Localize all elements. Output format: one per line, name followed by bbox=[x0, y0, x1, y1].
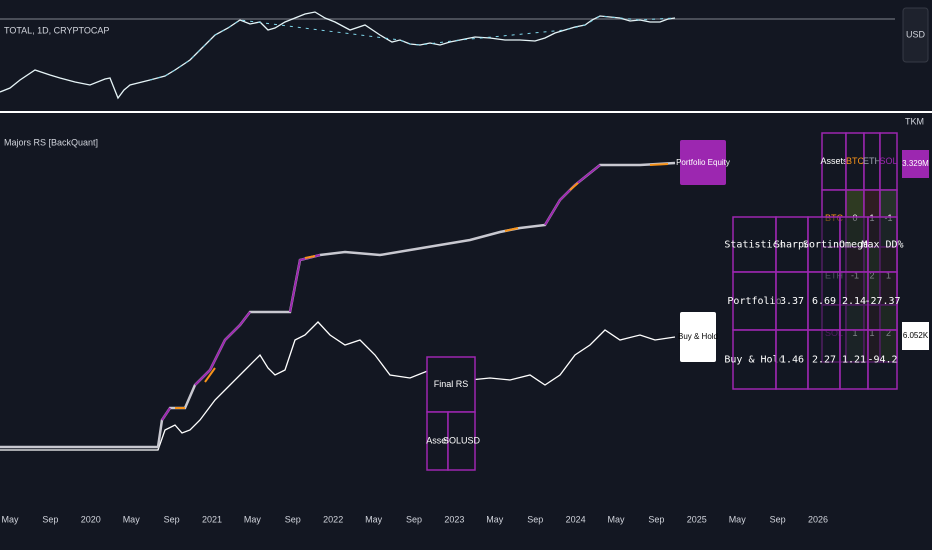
x-axis-label: May bbox=[244, 514, 262, 524]
portfolio-sol-segments bbox=[161, 164, 601, 421]
x-axis-label: Sep bbox=[285, 514, 301, 524]
x-axis-label: Sep bbox=[406, 514, 422, 524]
table-cell bbox=[732, 271, 777, 331]
table-cell bbox=[839, 271, 869, 331]
scale-label: TKM bbox=[905, 116, 924, 126]
table-cell bbox=[821, 132, 847, 191]
cell-text: Sortino bbox=[803, 240, 845, 251]
cell-text: ETH bbox=[863, 156, 881, 166]
portfolio-btc-segments bbox=[175, 163, 669, 409]
table-cell bbox=[867, 271, 898, 331]
x-axis-label: May bbox=[729, 514, 747, 524]
cell-text: Assets bbox=[820, 156, 848, 166]
x-axis-label: 2020 bbox=[81, 514, 101, 524]
x-axis-label: Sep bbox=[164, 514, 180, 524]
cell-text: Portfolio bbox=[727, 296, 781, 307]
x-axis-label: May bbox=[1, 514, 19, 524]
x-axis: May Sep 2020 May Sep 2021 May Sep 2022 May Sep 2023… bbox=[1, 514, 828, 524]
currency-label[interactable]: USD bbox=[906, 29, 926, 39]
cell-text: 2.27 bbox=[812, 355, 836, 366]
buy-hold-tag-box bbox=[902, 322, 929, 350]
portfolio-tag: 3.329M bbox=[902, 159, 929, 168]
cell-text: 2.14 bbox=[842, 296, 866, 307]
table-cell bbox=[732, 216, 777, 273]
x-axis-label: 2024 bbox=[566, 514, 586, 524]
total-cap-highlight bbox=[149, 15, 676, 81]
x-axis-label: 2021 bbox=[202, 514, 222, 524]
cell-text: Sharpe bbox=[774, 240, 810, 251]
table-cell bbox=[867, 329, 898, 390]
x-axis-label: Sep bbox=[527, 514, 543, 524]
indicator-label: Majors RS [BackQuant] bbox=[4, 137, 98, 147]
x-axis-label: 2025 bbox=[687, 514, 707, 524]
cell-text: -27.37 bbox=[864, 296, 900, 307]
symbol-label: TOTAL, 1D, CRYPTOCAP bbox=[4, 25, 109, 35]
cell-text: SOL bbox=[879, 156, 897, 166]
cell-text: 6.69 bbox=[812, 296, 836, 307]
x-axis-label: 2026 bbox=[808, 514, 828, 524]
cell-text: Omega bbox=[839, 240, 869, 251]
cell-text: Statistics bbox=[724, 240, 784, 251]
x-axis-label: May bbox=[365, 514, 383, 524]
table-cell bbox=[426, 356, 476, 413]
cell-text: Asset bbox=[426, 435, 449, 445]
x-axis-label: May bbox=[607, 514, 625, 524]
cell-text: Max DD% bbox=[861, 240, 903, 251]
table-cell bbox=[807, 271, 841, 331]
buy-hold-tag: 6.052K bbox=[903, 331, 929, 340]
cell-text: SOLUSD bbox=[443, 435, 481, 445]
portfolio-label: Portfolio Equity bbox=[676, 158, 730, 167]
currency-button[interactable] bbox=[902, 7, 929, 63]
tables: AssetsBTCETHSOLBTC01-1ETH-121SOL112Stati… bbox=[426, 132, 904, 471]
x-axis-label: Sep bbox=[770, 514, 786, 524]
portfolio-label-box bbox=[680, 140, 726, 185]
table-cell bbox=[447, 411, 476, 471]
x-axis-label: 2023 bbox=[444, 514, 464, 524]
portfolio-tag-box bbox=[902, 150, 929, 178]
cell-text: -94.2 bbox=[867, 355, 897, 366]
buy-hold-line bbox=[0, 321, 676, 451]
buy-hold-label: Buy & Hold bbox=[678, 332, 718, 341]
cell-text: BTC bbox=[846, 156, 865, 166]
x-axis-label: Sep bbox=[648, 514, 664, 524]
table-cell bbox=[807, 216, 841, 273]
cell-text: 1.21 bbox=[842, 355, 866, 366]
x-axis-label: May bbox=[123, 514, 141, 524]
cell-text: 1.46 bbox=[780, 355, 804, 366]
x-axis-label: Sep bbox=[42, 514, 58, 524]
table-cell bbox=[867, 216, 898, 273]
x-axis-label: May bbox=[486, 514, 504, 524]
buy-hold-label-box bbox=[680, 312, 716, 362]
cell-text: Buy & Hold bbox=[724, 355, 784, 366]
cell-text: Final RS bbox=[434, 379, 469, 389]
cell-text: 3.37 bbox=[780, 296, 804, 307]
table-cell bbox=[839, 216, 869, 273]
x-axis-label: 2022 bbox=[323, 514, 343, 524]
